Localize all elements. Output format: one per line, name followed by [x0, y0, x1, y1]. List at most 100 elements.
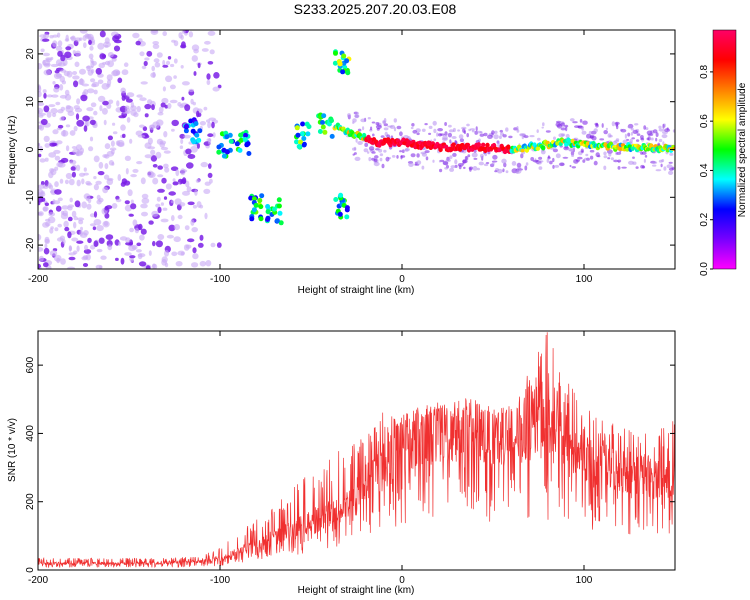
heatmap-cell — [171, 215, 175, 222]
heatmap-cell — [655, 169, 662, 172]
heatmap-cell — [666, 164, 673, 169]
heatmap-cell — [492, 161, 495, 166]
heatmap-cell — [383, 149, 387, 153]
heatmap-cell — [203, 188, 211, 194]
heatmap-cell — [614, 139, 619, 143]
heatmap-cell — [126, 117, 131, 123]
heatmap-cell — [462, 162, 465, 165]
heatmap-cell — [468, 128, 472, 132]
heatmap-cell — [107, 177, 114, 181]
heatmap-cell — [79, 151, 83, 156]
heatmap-cell — [553, 136, 556, 140]
heatmap-cell — [152, 177, 159, 185]
heatmap-cell — [154, 62, 161, 68]
snr-x-axis-label: Height of straight line (km) — [298, 585, 415, 596]
heatmap-cell — [207, 30, 216, 36]
heatmap-cell — [89, 223, 96, 227]
heatmap-cell — [54, 166, 59, 171]
heatmap-cell — [192, 253, 199, 260]
heatmap-cell — [483, 132, 488, 137]
heatmap-cell — [304, 121, 310, 127]
heatmap-cell — [90, 68, 95, 74]
heatmap-cell — [89, 45, 94, 51]
heatmap-cell — [631, 137, 635, 140]
heatmap-cell — [620, 128, 627, 133]
heatmap-cell — [82, 115, 90, 122]
heatmap-cell — [466, 133, 470, 138]
heatmap-cell — [52, 129, 59, 135]
heatmap-cell — [61, 205, 69, 210]
heatmap-y-axis-label: Frequency (Hz) — [7, 116, 18, 185]
colorbar-tick-label: 0.4 — [699, 163, 710, 177]
heatmap-cell — [45, 58, 52, 63]
heatmap-cell — [502, 168, 505, 173]
heatmap-cell — [67, 204, 75, 208]
heatmap-cell — [148, 124, 155, 130]
heatmap-cell — [259, 193, 265, 199]
heatmap-cell — [437, 133, 443, 137]
heatmap-cell — [565, 133, 570, 139]
heatmap-x-tick-label: -100 — [210, 274, 230, 285]
heatmap-cell — [492, 154, 498, 160]
heatmap-cell — [57, 40, 63, 47]
heatmap-cell — [139, 51, 145, 57]
heatmap-cell — [197, 62, 201, 69]
heatmap-cell — [43, 69, 52, 76]
heatmap-cell — [216, 242, 222, 248]
heatmap-cell — [199, 204, 204, 209]
heatmap-cell — [329, 118, 334, 124]
heatmap-cell — [161, 259, 168, 266]
heatmap-cell — [43, 135, 50, 143]
heatmap-cell — [141, 193, 149, 199]
heatmap-cell — [52, 199, 56, 205]
heatmap-cell — [68, 256, 76, 261]
heatmap-cell — [190, 128, 196, 134]
heatmap-cell — [115, 198, 122, 203]
heatmap-cell — [444, 160, 447, 166]
heatmap-cell — [51, 142, 58, 147]
heatmap-cell — [38, 247, 44, 252]
heatmap-cell — [64, 38, 70, 42]
heatmap-cell — [167, 103, 172, 109]
heatmap-cell — [76, 179, 81, 187]
heatmap-cell — [88, 53, 94, 60]
heatmap-cell — [632, 156, 635, 159]
heatmap-cell — [368, 157, 372, 162]
heatmap-cell — [187, 154, 196, 159]
heatmap-cell — [93, 219, 102, 226]
heatmap-cell — [661, 134, 668, 139]
heatmap-cell — [483, 163, 489, 167]
heatmap-cell — [43, 105, 50, 113]
heatmap-cell — [640, 135, 644, 139]
heatmap-y-tick-label: 10 — [25, 96, 36, 108]
heatmap-cell — [54, 181, 59, 188]
heatmap-cell — [545, 130, 551, 133]
heatmap-cell — [86, 203, 92, 210]
heatmap-cell — [457, 163, 464, 167]
heatmap-cell — [560, 127, 566, 131]
heatmap-cell — [104, 206, 109, 211]
heatmap-cell — [139, 124, 145, 128]
heatmap-cell — [132, 168, 139, 173]
heatmap-cell — [357, 141, 363, 145]
heatmap-cell — [616, 151, 622, 155]
heatmap-cell — [89, 119, 96, 126]
heatmap-cell — [89, 136, 94, 142]
heatmap-cell — [164, 250, 169, 257]
heatmap-cell — [61, 80, 66, 85]
heatmap-cell — [199, 234, 204, 241]
heatmap-cell — [621, 166, 627, 169]
heatmap-cell — [206, 73, 211, 80]
heatmap-cell — [630, 132, 634, 136]
heatmap-cell — [603, 165, 607, 170]
heatmap-cell — [54, 227, 59, 232]
heatmap-cell — [49, 228, 54, 234]
heatmap-cell — [184, 123, 189, 129]
heatmap-cell — [175, 261, 183, 267]
heatmap-cell — [96, 225, 104, 232]
heatmap-cell — [347, 113, 351, 118]
heatmap-cell — [76, 245, 80, 252]
heatmap-cell — [38, 107, 44, 114]
heatmap-cell — [360, 118, 367, 123]
heatmap-cell — [100, 255, 107, 260]
